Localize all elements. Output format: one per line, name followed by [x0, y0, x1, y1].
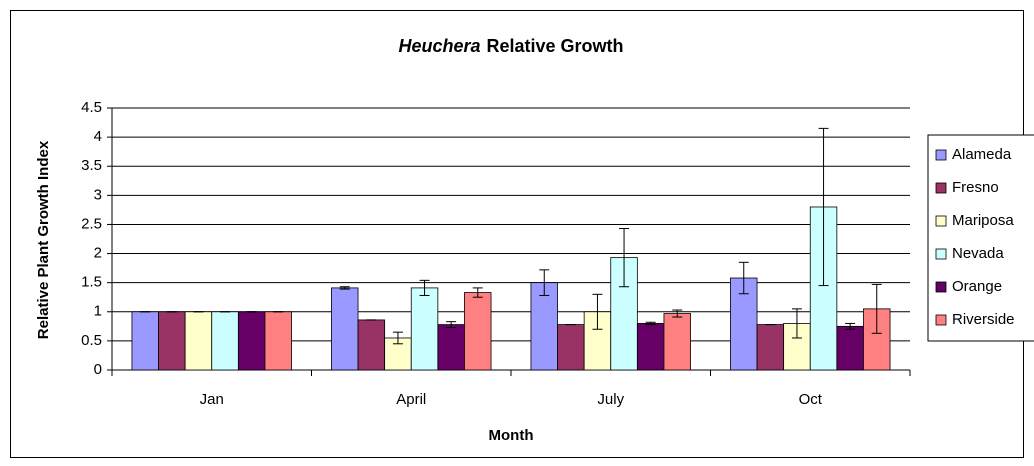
bar — [437, 324, 465, 371]
error-bar — [645, 321, 656, 326]
bar — [756, 324, 785, 371]
x-tick-label: Oct — [799, 391, 823, 408]
error-bar — [592, 293, 603, 330]
y-axis-label: Relative Plant Growth Index — [35, 140, 52, 339]
chart-border — [10, 10, 1024, 458]
legend-swatch — [935, 314, 947, 326]
y-tick-label: 2 — [94, 245, 102, 262]
error-bar — [818, 127, 829, 287]
y-tick-label: 0.5 — [81, 332, 102, 349]
error-bar — [392, 331, 403, 345]
y-tick-label: 1.5 — [81, 274, 102, 291]
x-tick-label: Jan — [200, 391, 224, 408]
x-tick-label: July — [597, 391, 624, 408]
error-bar — [791, 308, 802, 339]
x-axis-label: Month — [489, 427, 534, 444]
x-tick-label: April — [396, 391, 426, 408]
bar — [184, 311, 213, 371]
y-tick-label: 3 — [94, 186, 102, 203]
y-tick-label: 0 — [94, 361, 102, 378]
bar — [410, 287, 439, 371]
chart-title: Heuchera Relative Growth — [398, 36, 623, 56]
legend-swatch — [935, 281, 947, 293]
error-bar — [845, 322, 856, 330]
bar — [836, 325, 864, 371]
error-bar — [446, 321, 457, 328]
error-bar — [672, 309, 683, 318]
y-tick-label: 4.5 — [81, 99, 102, 116]
error-bar — [539, 269, 550, 296]
legend-label: Fresno — [952, 179, 999, 196]
bar — [357, 319, 386, 371]
bar — [557, 324, 585, 371]
y-tick-label: 4 — [94, 128, 102, 145]
error-bar — [472, 287, 483, 298]
legend-label: Riverside — [952, 311, 1015, 328]
legend-label: Orange — [952, 278, 1002, 295]
y-tick-label: 3.5 — [81, 157, 102, 174]
bar — [131, 311, 159, 371]
bar — [211, 311, 239, 371]
bar — [663, 313, 691, 371]
bar — [636, 323, 665, 371]
bar — [264, 311, 292, 371]
title-italic: Heuchera — [398, 36, 480, 56]
legend-swatch — [935, 182, 947, 194]
legend-swatch — [935, 149, 947, 161]
error-bar — [619, 228, 630, 288]
bar — [464, 292, 492, 371]
y-tick-label: 2.5 — [81, 215, 102, 232]
bar — [158, 311, 186, 371]
error-bar — [339, 286, 350, 290]
error-bar — [738, 261, 749, 295]
legend-box — [927, 134, 1034, 342]
legend-label: Mariposa — [952, 212, 1014, 229]
legend-label: Alameda — [952, 146, 1012, 163]
legend-swatch — [935, 248, 947, 260]
error-bar — [871, 283, 882, 334]
legend-label: Nevada — [952, 245, 1004, 262]
bar — [237, 311, 266, 371]
bar — [331, 287, 359, 371]
legend-swatch — [935, 215, 947, 227]
error-bar — [419, 279, 430, 296]
y-tick-label: 1 — [94, 303, 102, 320]
title-rest: Relative Growth — [487, 36, 624, 56]
